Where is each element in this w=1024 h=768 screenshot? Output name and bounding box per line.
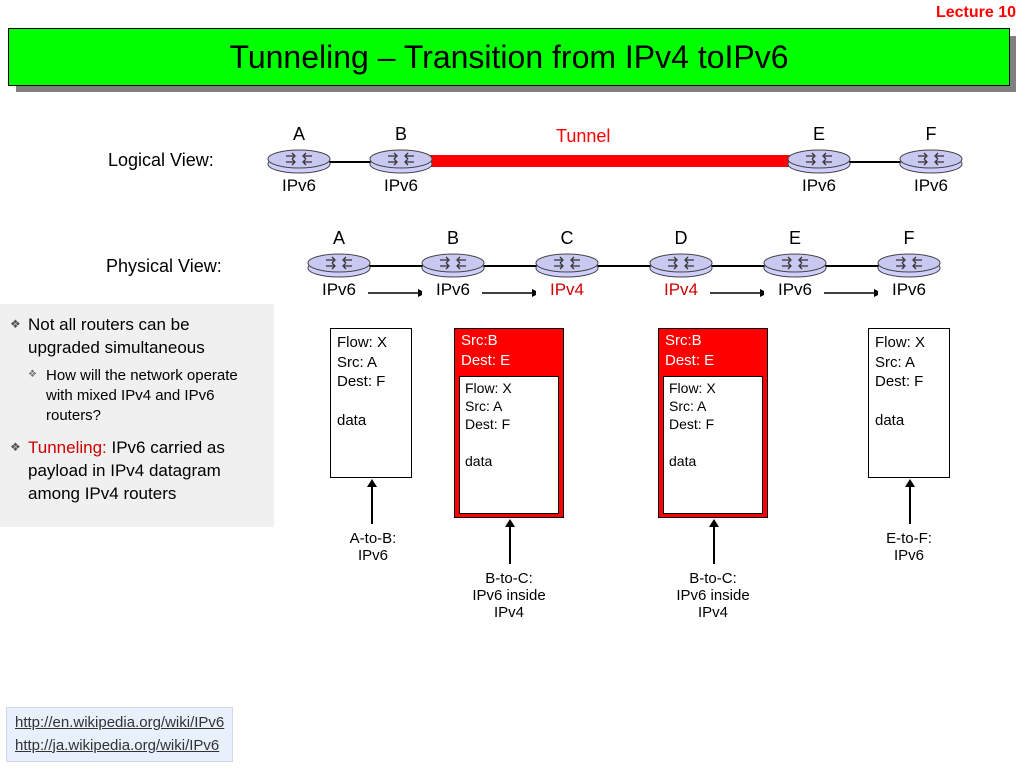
phys-router-E-icon: [762, 252, 828, 278]
wiki-en-link[interactable]: http://en.wikipedia.org/wiki/IPv6: [15, 714, 224, 731]
phys-router-proto-F: IPv6: [876, 280, 942, 300]
title-bar: Tunneling – Transition from IPv4 toIPv6: [8, 28, 1016, 90]
router-F-icon: [898, 148, 964, 174]
packet-caption-p1: A-to-B:IPv6: [326, 530, 420, 564]
phys-router-label-D: D: [648, 228, 714, 249]
phys-router-D-icon: [648, 252, 714, 278]
router-proto-B: IPv6: [368, 176, 434, 196]
phys-router-label-B: B: [420, 228, 486, 249]
flow-arrow: [366, 286, 426, 298]
packet-p1: Flow: XSrc: ADest: F data: [330, 328, 412, 478]
lecture-label: Lecture 10: [936, 4, 1016, 22]
router-E-icon: [786, 148, 852, 174]
packet-arrow: [509, 526, 511, 564]
phys-router-A-icon: [306, 252, 372, 278]
packet-p2: Src:BDest: E Flow: XSrc: ADest: F data: [454, 328, 564, 518]
bullet-1-sub: How will the network operate with mixed …: [10, 366, 264, 427]
router-label-B: B: [368, 124, 434, 145]
title-text: Tunneling – Transition from IPv4 toIPv6: [8, 28, 1010, 86]
router-proto-A: IPv6: [266, 176, 332, 196]
flow-arrow: [822, 286, 882, 298]
packet-caption-p3: B-to-C:IPv6 insideIPv4: [652, 570, 774, 621]
phys-router-proto-A: IPv6: [306, 280, 372, 300]
phys-router-F-icon: [876, 252, 942, 278]
phys-router-B-icon: [420, 252, 486, 278]
router-proto-E: IPv6: [786, 176, 852, 196]
phys-router-proto-C: IPv4: [534, 280, 600, 300]
router-label-F: F: [898, 124, 964, 145]
router-B-icon: [368, 148, 434, 174]
wiki-ja-link[interactable]: http://ja.wikipedia.org/wiki/IPv6: [15, 737, 219, 754]
packet-p3: Src:BDest: E Flow: XSrc: ADest: F data: [658, 328, 768, 518]
phys-router-label-C: C: [534, 228, 600, 249]
phys-router-proto-E: IPv6: [762, 280, 828, 300]
logical-view-label: Logical View:: [108, 150, 214, 171]
flow-arrow: [708, 286, 768, 298]
bullet-2: Tunneling: IPv6 carried as payload in IP…: [10, 437, 264, 506]
packet-caption-p2: B-to-C:IPv6 insideIPv4: [448, 570, 570, 621]
reference-links: http://en.wikipedia.org/wiki/IPv6 http:/…: [6, 707, 233, 762]
packet-p4: Flow: XSrc: ADest: F data: [868, 328, 950, 478]
notes-panel: Not all routers can be upgraded simultan…: [0, 304, 274, 527]
packet-arrow: [713, 526, 715, 564]
phys-router-label-A: A: [306, 228, 372, 249]
phys-router-proto-D: IPv4: [648, 280, 714, 300]
flow-arrow: [480, 286, 540, 298]
router-A-icon: [266, 148, 332, 174]
packet-arrow: [909, 486, 911, 524]
router-proto-F: IPv6: [898, 176, 964, 196]
phys-router-proto-B: IPv6: [420, 280, 486, 300]
physical-view-label: Physical View:: [106, 256, 222, 277]
packet-caption-p4: E-to-F:IPv6: [862, 530, 956, 564]
phys-router-label-F: F: [876, 228, 942, 249]
phys-router-label-E: E: [762, 228, 828, 249]
router-label-A: A: [266, 124, 332, 145]
phys-router-C-icon: [534, 252, 600, 278]
bullet-1: Not all routers can be upgraded simultan…: [10, 314, 264, 360]
router-label-E: E: [786, 124, 852, 145]
packet-arrow: [371, 486, 373, 524]
tunnel-label: Tunnel: [556, 126, 610, 147]
